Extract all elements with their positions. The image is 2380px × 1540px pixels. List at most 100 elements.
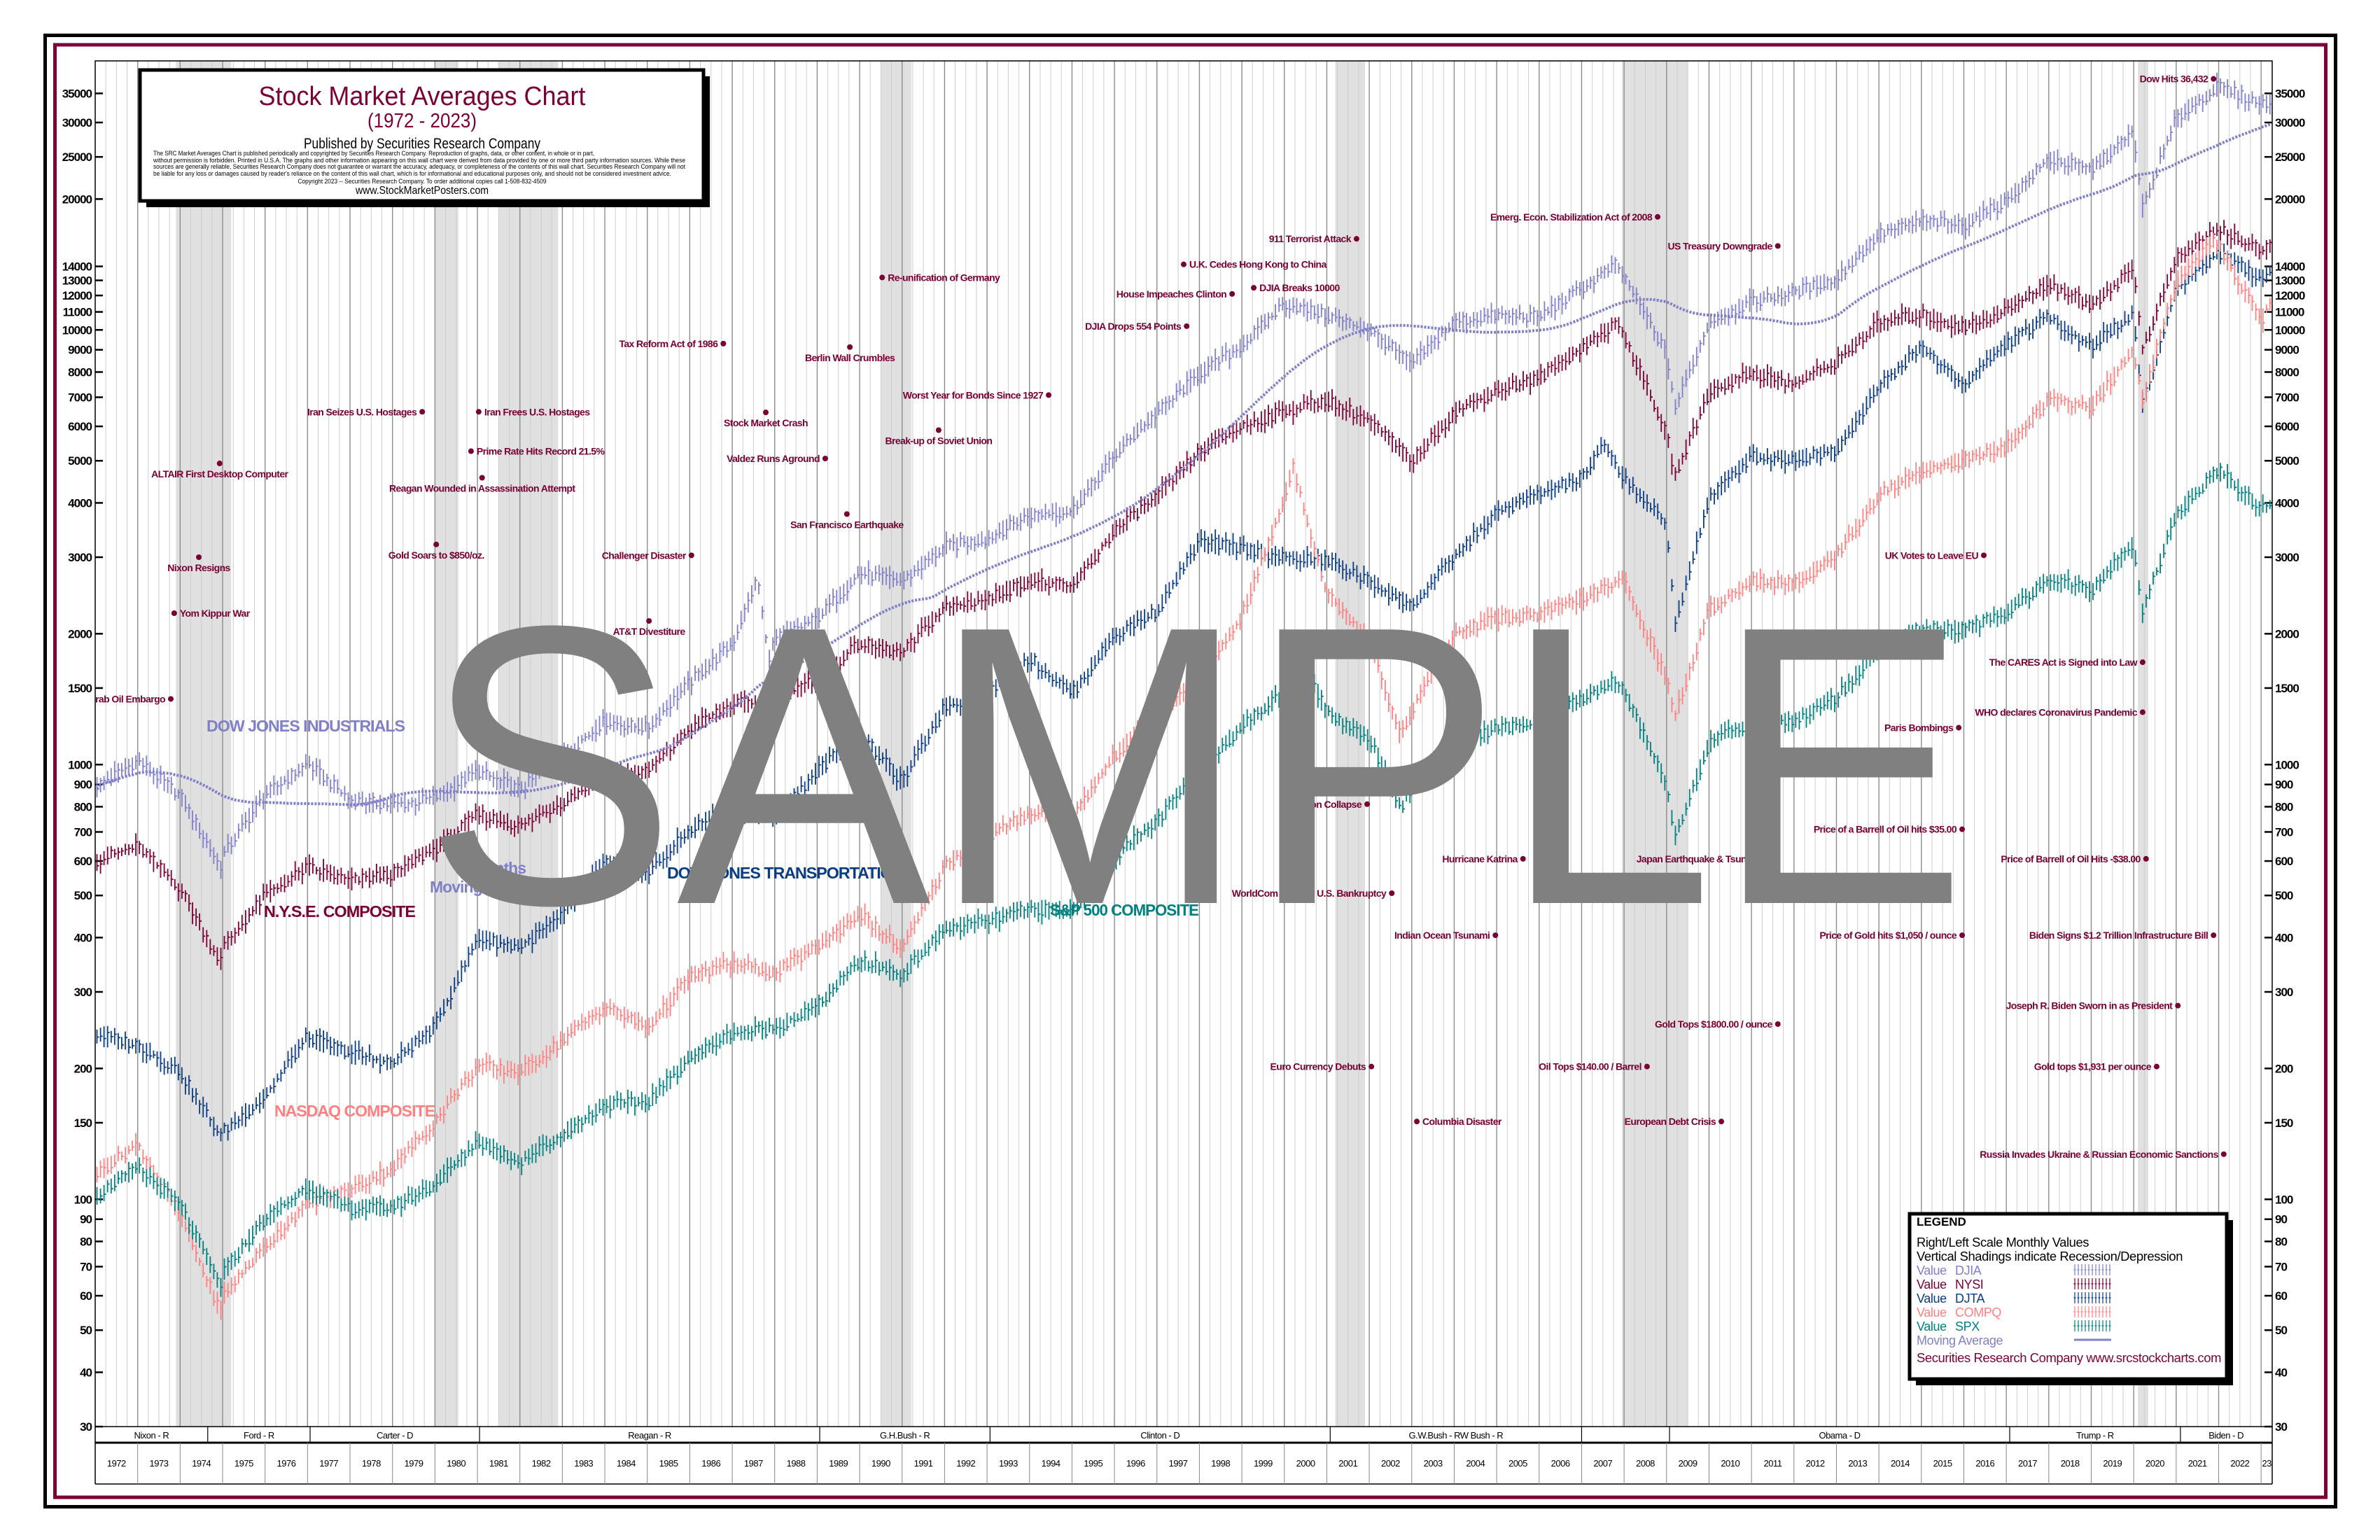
spx-monthly-bar: [1303, 680, 1306, 695]
compq-monthly-bar: [1115, 750, 1119, 762]
compq-monthly-bar: [1278, 509, 1282, 523]
y-tick-label-left: 3000: [68, 551, 92, 564]
spx-monthly-bar: [531, 1144, 535, 1163]
nysi-monthly-bar: [1027, 576, 1030, 590]
spx-monthly-bar: [113, 1175, 117, 1191]
nysi-monthly-bar: [1030, 573, 1034, 590]
event-dot: [1959, 826, 1966, 832]
djta-monthly-bar: [1385, 587, 1387, 597]
spx-monthly-bar: [1788, 711, 1791, 732]
djia-monthly-bar: [733, 635, 736, 652]
spx-monthly-bar: [1144, 823, 1147, 835]
spx-monthly-bar: [125, 1171, 127, 1182]
nysi-monthly-bar: [177, 883, 181, 902]
nysi-monthly-bar: [237, 921, 241, 936]
compq-monthly-bar: [2127, 349, 2131, 362]
djia-monthly-bar: [2131, 125, 2134, 138]
djia-monthly-bar: [1735, 304, 1738, 325]
djta-monthly-bar: [2000, 340, 2003, 357]
djta-monthly-bar: [1968, 370, 1972, 388]
compq-monthly-bar: [489, 1055, 492, 1071]
spx-monthly-bar: [1459, 736, 1462, 746]
djia-monthly-bar: [1590, 276, 1593, 289]
spx-monthly-bar: [1172, 794, 1175, 810]
nysi-monthly-bar: [457, 826, 461, 840]
nysi-monthly-bar: [1058, 576, 1062, 590]
djta-monthly-bar: [2248, 260, 2251, 281]
compq-monthly-bar: [638, 1011, 641, 1031]
djta-monthly-bar: [2060, 320, 2064, 340]
djia-monthly-bar: [1894, 223, 1897, 239]
djta-monthly-bar: [2265, 266, 2269, 283]
djia-monthly-bar: [1512, 307, 1515, 326]
event-dot: [2220, 1151, 2227, 1157]
compq-monthly-bar: [1289, 470, 1292, 488]
compq-monthly-bar: [800, 948, 804, 972]
nysi-monthly-bar: [786, 685, 790, 708]
djia-monthly-bar: [570, 746, 573, 759]
spx-monthly-bar: [1324, 702, 1327, 718]
djia-monthly-bar: [946, 531, 948, 554]
djia-monthly-bar: [110, 768, 113, 786]
president-term: Biden - D: [2208, 1430, 2244, 1441]
nysi-monthly-bar: [581, 784, 584, 795]
website-link[interactable]: www.StockMarketPosters.com: [355, 185, 489, 197]
spx-monthly-bar: [1876, 645, 1879, 661]
djta-monthly-bar: [1894, 368, 1897, 380]
djta-monthly-bar: [974, 688, 977, 708]
djia-monthly-bar: [612, 715, 616, 732]
djia-monthly-bar: [910, 569, 913, 587]
djia-monthly-bar: [287, 769, 290, 790]
compq-monthly-bar: [1812, 561, 1816, 584]
djia-monthly-bar: [1576, 280, 1578, 296]
djta-monthly-bar: [1717, 482, 1721, 500]
djia-monthly-bar: [2050, 152, 2053, 171]
series-compq: [96, 232, 2272, 1320]
djia-monthly-bar: [1268, 312, 1270, 329]
nysi-monthly-bar: [531, 813, 535, 832]
djia-monthly-bar: [1158, 401, 1161, 416]
nysi-monthly-bar: [354, 872, 358, 883]
president-term: Carter - D: [377, 1430, 413, 1441]
nysi-monthly-bar: [1812, 365, 1816, 381]
djia-monthly-bar: [1476, 312, 1480, 329]
djta-monthly-bar: [1819, 447, 1823, 466]
compq-monthly-bar: [2265, 304, 2269, 313]
djta-monthly-bar: [1905, 354, 1908, 371]
djia-monthly-bar: [379, 794, 382, 814]
djta-monthly-bar: [2089, 332, 2092, 350]
nysi-monthly-bar: [1894, 309, 1897, 326]
nysi-monthly-bar: [1979, 315, 1982, 331]
djta-monthly-bar: [1058, 677, 1062, 689]
nysi-monthly-bar: [255, 895, 258, 914]
spx-monthly-bar: [1667, 791, 1671, 802]
compq-monthly-bar: [185, 1220, 188, 1232]
nysi-monthly-bar: [2071, 289, 2074, 304]
nysi-monthly-bar: [2174, 257, 2177, 274]
y-tick-label-left: 30: [80, 1420, 92, 1434]
compq-monthly-bar: [2103, 382, 2106, 402]
djia-monthly-bar: [1749, 288, 1752, 312]
compq-monthly-bar: [1020, 807, 1023, 827]
djta-monthly-bar: [1879, 379, 1883, 393]
djta-monthly-bar: [1331, 552, 1334, 570]
nysi-monthly-bar: [567, 792, 570, 806]
djta-monthly-bar: [1275, 545, 1278, 566]
djia-monthly-bar: [397, 793, 400, 813]
y-tick-label-right: 300: [2275, 986, 2293, 999]
compq-monthly-bar: [372, 1170, 375, 1182]
djta-monthly-bar: [1250, 542, 1253, 559]
djta-monthly-bar: [199, 1100, 202, 1114]
compq-monthly-bar: [1161, 702, 1165, 721]
djta-monthly-bar: [496, 934, 499, 957]
nysi-monthly-bar: [1604, 323, 1607, 343]
djta-monthly-bar: [2071, 326, 2074, 344]
spx-monthly-bar: [1933, 620, 1936, 634]
recession-shading: [881, 61, 912, 1427]
djia-monthly-bar: [347, 792, 351, 809]
spx-monthly-bar: [1848, 673, 1851, 692]
compq-monthly-bar: [1239, 612, 1242, 630]
djia-monthly-bar: [2117, 135, 2120, 154]
compq-monthly-bar: [588, 1011, 592, 1028]
spx-monthly-bar: [316, 1186, 318, 1205]
